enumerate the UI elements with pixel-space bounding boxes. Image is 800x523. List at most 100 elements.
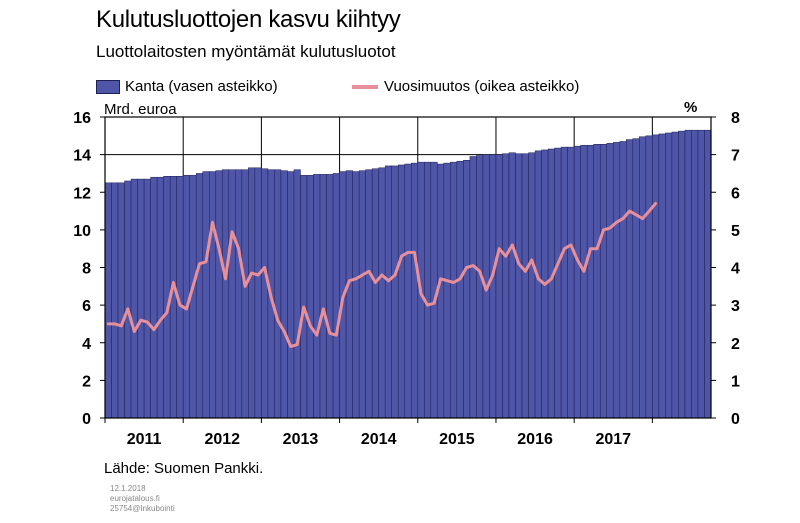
right-tick-label: 8 [731,110,740,127]
bar [411,162,419,419]
bar [332,173,340,419]
legend-item-bar: Kanta (vasen asteikko) [96,78,278,95]
bar [456,160,464,419]
left-tick-label: 8 [82,261,91,278]
bar [528,152,536,419]
bar [319,174,327,419]
legend-item-line: Vuosimuutos (oikea asteikko) [352,78,579,95]
bar [345,170,353,419]
left-tick-label: 16 [73,110,91,127]
bar [209,171,217,419]
bar [586,144,594,419]
bar [704,129,712,419]
left-tick-label: 0 [82,411,91,428]
right-axis-unit: % [684,99,698,116]
left-axis-unit: Mrd. euroa [104,101,177,118]
bar [573,145,581,419]
bar [684,129,692,419]
bar [652,134,660,419]
bar [639,136,647,419]
bar [202,171,210,419]
legend-label-line: Vuosimuutos (oikea asteikko) [384,78,580,95]
bar [560,146,568,419]
bar [228,169,236,419]
x-tick-label: 2016 [517,431,553,448]
line-series-vuosimuutos [106,202,658,348]
bar [678,130,686,419]
bar [404,163,412,419]
bar [248,167,256,419]
bar [384,165,392,419]
bar [424,161,432,419]
bar [358,170,366,419]
bar [554,147,562,419]
right-tick-label: 0 [731,411,740,428]
bar [365,169,373,419]
chart-subtitle: Luottolaitosten myöntämät kulutusluotot [96,42,396,61]
bar [137,178,145,419]
bar [613,142,621,419]
bar [697,129,705,419]
bar [626,139,634,419]
x-tick-label: 2012 [204,431,240,448]
bar [104,182,112,419]
bar [124,180,132,419]
right-tick-label: 3 [731,298,740,315]
bar [397,164,405,419]
bar [241,169,249,419]
bar [593,144,601,419]
bar [665,132,673,419]
bar [619,141,627,419]
bar [378,167,386,419]
left-tick-label: 14 [73,148,91,165]
bar [371,168,379,419]
meta-site: eurojatalous.fi [110,494,160,503]
bar [469,156,477,419]
left-tick-label: 12 [73,185,91,202]
legend-swatch-bar [96,79,120,94]
bar [443,162,451,419]
bar [391,165,399,419]
bar [599,144,607,419]
bar [280,170,288,419]
bar [534,150,542,419]
bar [143,178,151,419]
bar [111,182,119,419]
bar [293,169,301,419]
x-tick-label: 2017 [595,431,631,448]
bar [235,169,243,419]
bar [502,153,510,419]
x-tick-label: 2013 [283,431,319,448]
bar [287,171,295,419]
bar [547,148,555,419]
right-tick-label: 7 [731,148,740,165]
bar [450,161,458,419]
bar [117,182,125,419]
right-tick-label: 5 [731,223,740,240]
bar [508,152,516,419]
x-tick-label: 2011 [127,431,162,448]
right-tick-label: 4 [731,261,740,278]
bar [254,167,262,419]
left-tick-label: 2 [82,373,91,390]
right-tick-label: 6 [731,185,740,202]
bar [326,174,334,419]
bar [606,143,614,419]
bar [691,129,699,419]
left-tick-label: 4 [82,336,91,353]
bar [150,176,158,419]
meta-id: 25754@Inkubointi [110,504,175,513]
bar [658,133,666,419]
x-tick-label: 2015 [439,431,475,448]
legend-label-bar: Kanta (vasen asteikko) [125,78,278,95]
chart-title: Kulutusluottojen kasvu kiihtyy [96,6,401,33]
bar [567,146,575,419]
bar [352,171,360,419]
bar [261,168,269,419]
bar [306,175,314,419]
bar [156,176,164,419]
bar [580,144,588,419]
bar [515,153,523,419]
right-tick-label: 2 [731,336,740,353]
